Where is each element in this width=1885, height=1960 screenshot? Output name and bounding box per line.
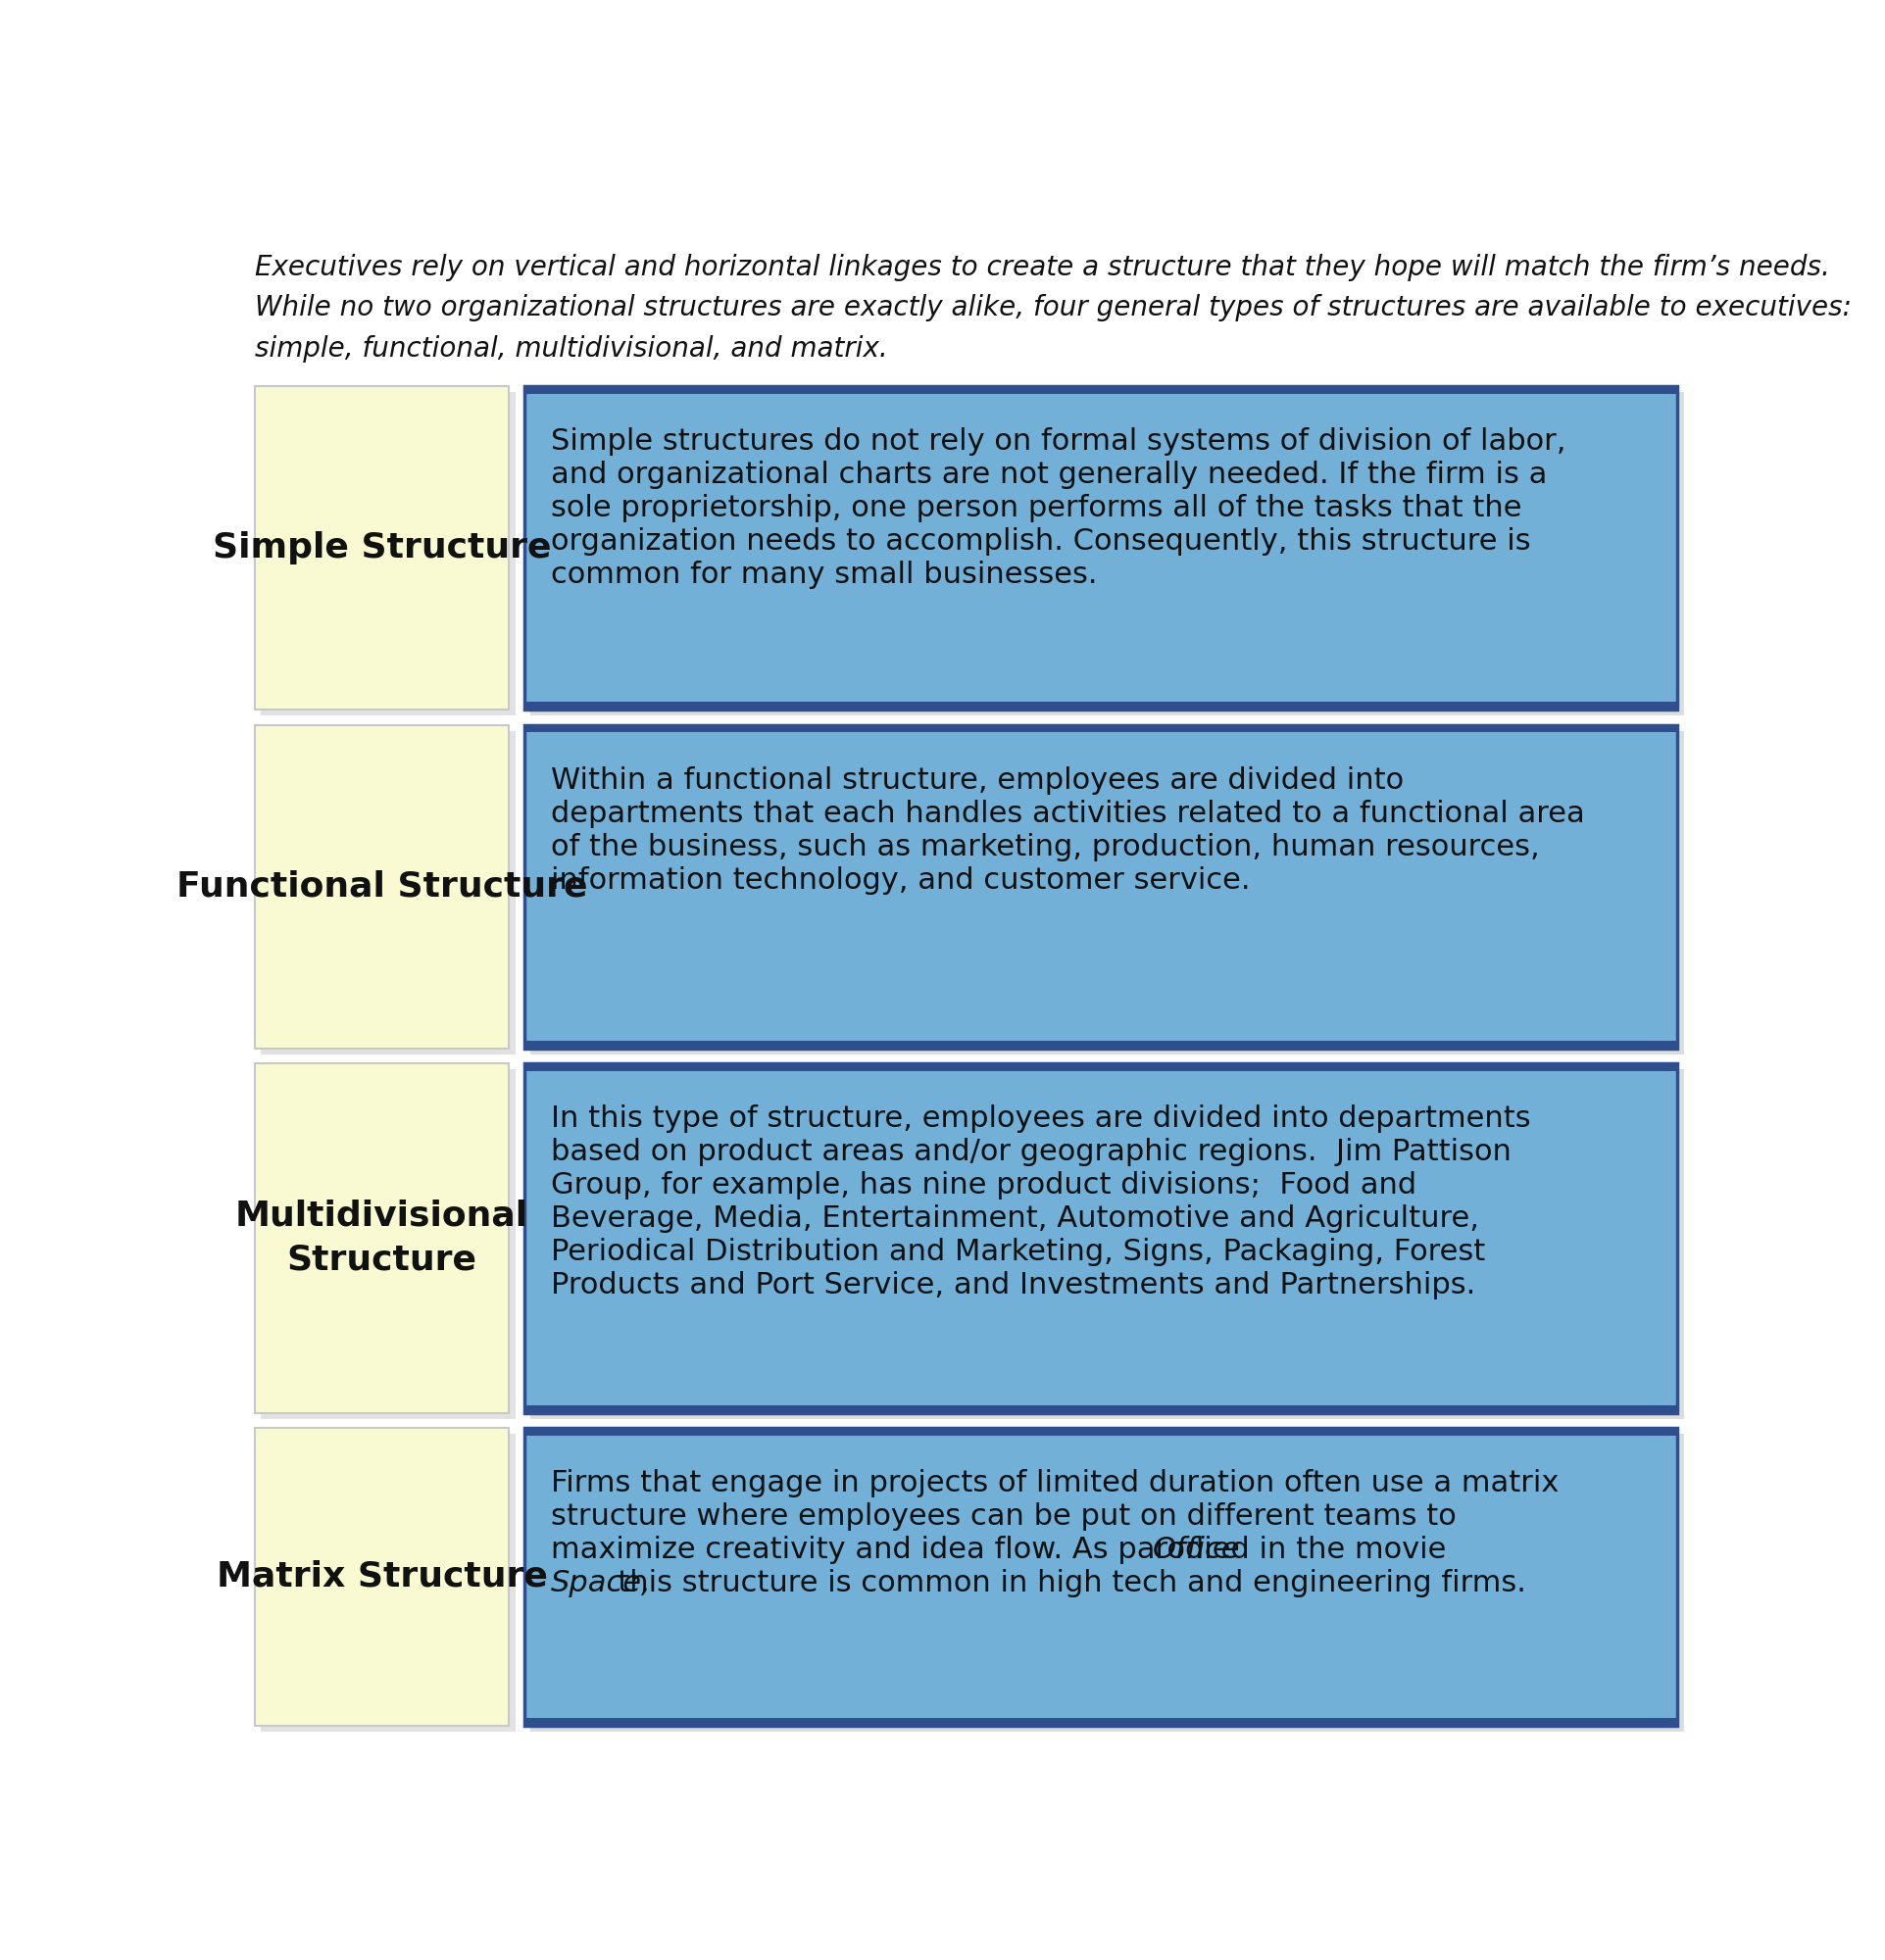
- Text: of the business, such as marketing, production, human resources,: of the business, such as marketing, prod…: [550, 833, 1540, 860]
- Text: common for many small businesses.: common for many small businesses.: [550, 561, 1097, 588]
- Bar: [254, 1064, 509, 1413]
- Text: Matrix Structure: Matrix Structure: [217, 1560, 547, 1593]
- Bar: [260, 392, 515, 715]
- Bar: [524, 1719, 1678, 1725]
- Text: Space,: Space,: [550, 1570, 652, 1597]
- Text: and organizational charts are not generally needed. If the firm is a: and organizational charts are not genera…: [550, 461, 1548, 490]
- Bar: [524, 1041, 1678, 1049]
- Text: sole proprietorship, one person performs all of the tasks that the: sole proprietorship, one person performs…: [550, 494, 1521, 523]
- Bar: [254, 725, 509, 1049]
- Bar: [524, 702, 1678, 710]
- Bar: [524, 725, 1678, 733]
- Text: Simple Structure: Simple Structure: [213, 531, 550, 564]
- Bar: [524, 1429, 1678, 1435]
- Text: Group, for example, has nine product divisions;  Food and: Group, for example, has nine product div…: [550, 1172, 1416, 1200]
- Text: Multidivisional
Structure: Multidivisional Structure: [236, 1200, 528, 1276]
- Bar: [260, 1435, 515, 1731]
- Bar: [524, 725, 1678, 1049]
- Text: Functional Structure: Functional Structure: [177, 870, 588, 904]
- Text: Within a functional structure, employees are divided into: Within a functional structure, employees…: [550, 766, 1404, 794]
- Text: Office: Office: [1152, 1537, 1240, 1564]
- Text: Beverage, Media, Entertainment, Automotive and Agriculture,: Beverage, Media, Entertainment, Automoti…: [550, 1205, 1480, 1233]
- Text: organization needs to accomplish. Consequently, this structure is: organization needs to accomplish. Conseq…: [550, 527, 1531, 555]
- Bar: [530, 731, 1683, 1054]
- Bar: [254, 1429, 509, 1725]
- Text: Periodical Distribution and Marketing, Signs, Packaging, Forest: Periodical Distribution and Marketing, S…: [550, 1237, 1485, 1266]
- Bar: [524, 1429, 1678, 1725]
- Text: Firms that engage in projects of limited duration often use a matrix: Firms that engage in projects of limited…: [550, 1470, 1559, 1497]
- Bar: [260, 731, 515, 1054]
- Text: Simple structures do not rely on formal systems of division of labor,: Simple structures do not rely on formal …: [550, 427, 1566, 457]
- Bar: [524, 1405, 1678, 1413]
- Bar: [254, 386, 509, 710]
- Bar: [524, 1064, 1678, 1413]
- Bar: [530, 1435, 1683, 1731]
- Text: information technology, and customer service.: information technology, and customer ser…: [550, 866, 1250, 894]
- Bar: [524, 386, 1678, 394]
- Text: Products and Port Service, and Investments and Partnerships.: Products and Port Service, and Investmen…: [550, 1270, 1476, 1299]
- Bar: [524, 386, 1678, 710]
- Text: maximize creativity and idea flow. As parodied in the movie: maximize creativity and idea flow. As pa…: [550, 1537, 1514, 1564]
- Bar: [524, 1064, 1678, 1070]
- Text: In this type of structure, employees are divided into departments: In this type of structure, employees are…: [550, 1105, 1531, 1133]
- Bar: [530, 1070, 1683, 1419]
- Text: based on product areas and/or geographic regions.  Jim Pattison: based on product areas and/or geographic…: [550, 1139, 1512, 1166]
- Text: Executives rely on vertical and horizontal linkages to create a structure that t: Executives rely on vertical and horizont…: [254, 255, 1851, 363]
- Bar: [260, 1070, 515, 1419]
- Text: this structure is common in high tech and engineering firms.: this structure is common in high tech an…: [550, 1570, 1527, 1597]
- Text: departments that each handles activities related to a functional area: departments that each handles activities…: [550, 800, 1585, 827]
- Bar: [530, 392, 1683, 715]
- Text: structure where employees can be put on different teams to: structure where employees can be put on …: [550, 1503, 1457, 1531]
